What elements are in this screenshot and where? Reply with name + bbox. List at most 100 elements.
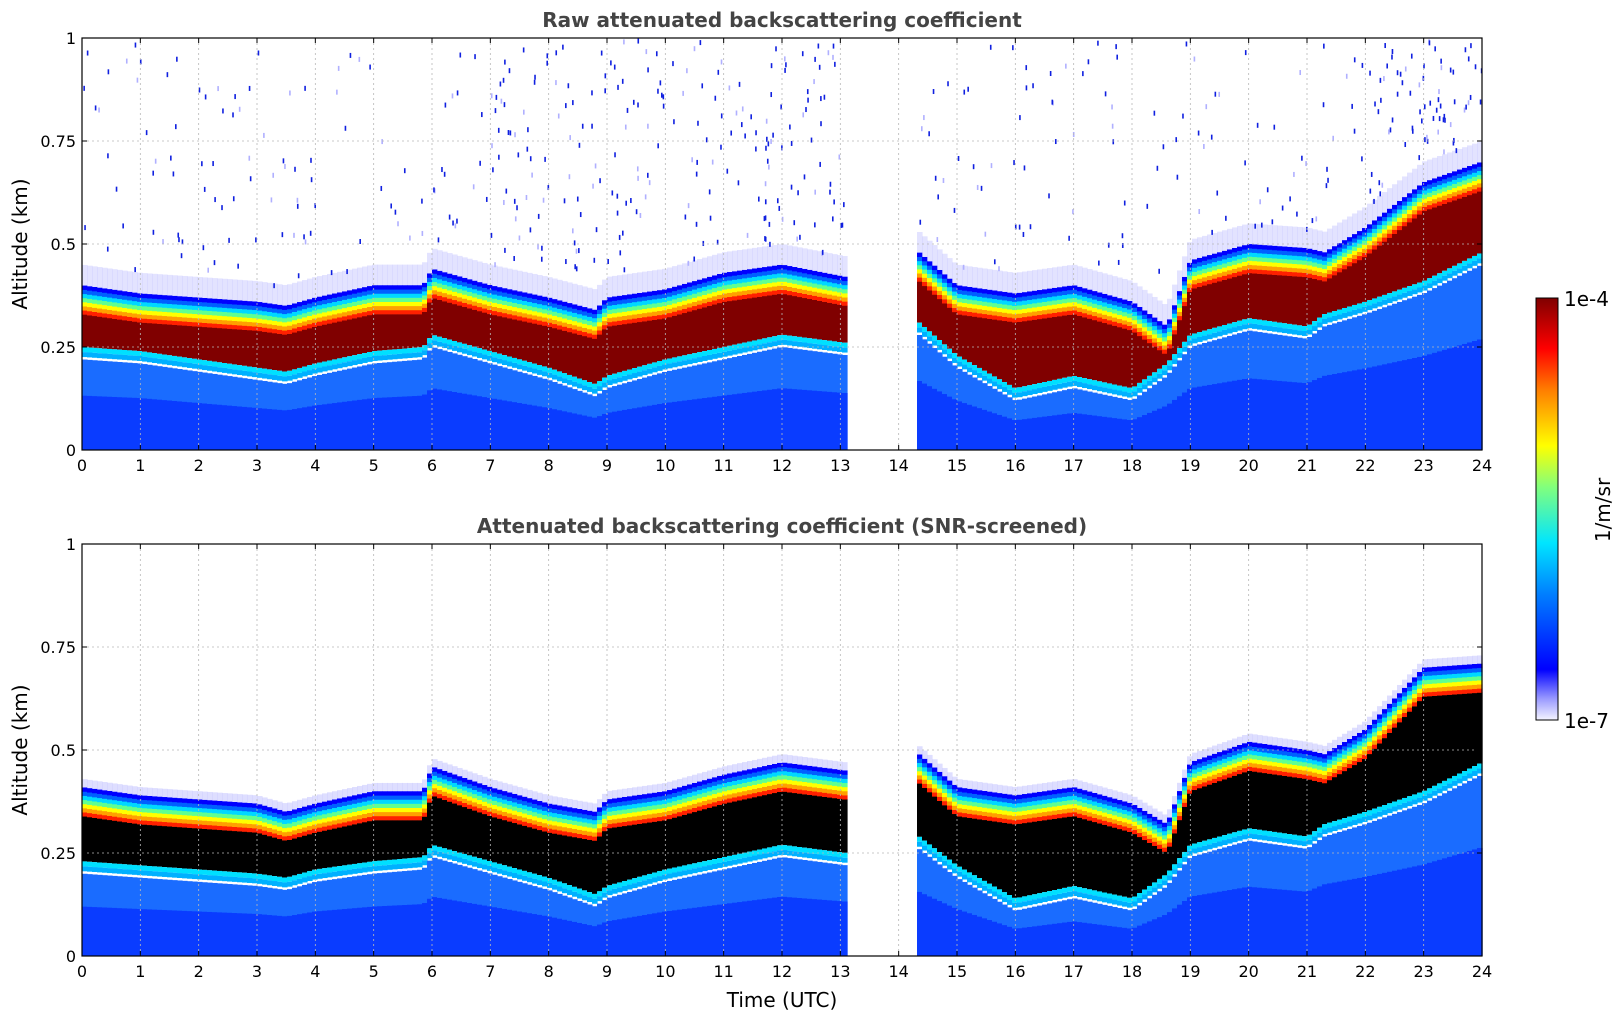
noise-speckle bbox=[838, 154, 841, 160]
cloud-top-band bbox=[347, 298, 353, 303]
noise-haze bbox=[477, 261, 483, 283]
cloud-top-band bbox=[1057, 295, 1063, 300]
screened-haze bbox=[122, 784, 128, 794]
cloud-top-band bbox=[267, 307, 273, 312]
cloud-base-band bbox=[442, 343, 448, 349]
cloud-top-band bbox=[202, 297, 208, 303]
noise-haze bbox=[1242, 224, 1248, 246]
noise-speckle bbox=[766, 158, 769, 164]
cloud-top-band bbox=[237, 827, 243, 832]
cloud-top-band bbox=[1282, 271, 1288, 276]
cloud-top-band bbox=[582, 331, 588, 337]
noise-speckle bbox=[776, 198, 779, 204]
cloud-core bbox=[92, 315, 98, 348]
cloud-base-band bbox=[557, 376, 563, 382]
noise-speckle bbox=[993, 259, 996, 265]
aerosol-column-low bbox=[1257, 379, 1263, 450]
cloud-top-band bbox=[1407, 209, 1413, 215]
cloud-top-band bbox=[822, 297, 828, 302]
cloud-core bbox=[1272, 274, 1278, 322]
cloud-top-band bbox=[1307, 252, 1313, 258]
noise-speckle bbox=[817, 43, 820, 49]
cloud-top-band bbox=[1337, 259, 1343, 265]
cloud-top-band bbox=[967, 299, 973, 304]
cloud-top-band bbox=[402, 289, 408, 294]
cloud-top-band bbox=[757, 284, 763, 289]
aerosol-column-low bbox=[177, 401, 183, 450]
cloud-base-band bbox=[677, 361, 683, 367]
cloud-top-band bbox=[127, 296, 133, 301]
cloud-base-band bbox=[92, 352, 98, 358]
cloud-top-band bbox=[1342, 252, 1348, 257]
cloud-top-band bbox=[107, 811, 113, 816]
noise-haze bbox=[682, 263, 688, 284]
noise-speckle bbox=[1391, 54, 1393, 60]
cloud-top-band bbox=[657, 306, 663, 312]
noise-speckle bbox=[1198, 209, 1201, 215]
noise-speckle bbox=[1325, 183, 1328, 189]
cloud-core bbox=[1182, 305, 1188, 342]
noise-haze bbox=[757, 247, 763, 268]
cloud-top-band bbox=[222, 299, 228, 304]
noise-speckle bbox=[1068, 235, 1070, 241]
aerosol-column-low bbox=[132, 908, 138, 956]
cloud-top-band bbox=[1052, 287, 1058, 293]
cloud-base-band bbox=[342, 362, 348, 368]
cloud-base-band bbox=[402, 348, 408, 354]
cloud-top-band bbox=[1332, 246, 1338, 251]
aerosol-column-low bbox=[942, 394, 948, 450]
cloud-core bbox=[1432, 207, 1438, 276]
cloud-base-band bbox=[1132, 391, 1138, 397]
cloud-base-band bbox=[422, 860, 428, 866]
aerosol-column-low bbox=[202, 911, 208, 956]
cloud-top-band bbox=[742, 286, 748, 291]
aerosol-column-low bbox=[667, 402, 673, 450]
cloud-base-band bbox=[202, 365, 208, 371]
cloud-top-band bbox=[827, 277, 833, 283]
cloud-top-band bbox=[487, 293, 493, 298]
cloud-top-band bbox=[532, 302, 538, 308]
cloud-base-band bbox=[92, 862, 98, 868]
cloud-base-band bbox=[1187, 340, 1193, 346]
aerosol-column-low bbox=[767, 389, 773, 450]
cloud-top-band bbox=[337, 814, 343, 820]
noise-speckle bbox=[1121, 233, 1124, 239]
noise-speckle bbox=[1022, 231, 1025, 237]
cloud-top-band bbox=[122, 307, 128, 313]
cloud-top-band bbox=[952, 295, 958, 300]
aerosol-column-low bbox=[212, 912, 218, 956]
cloud-base-band bbox=[1052, 379, 1058, 385]
cloud-top-band bbox=[1347, 261, 1353, 267]
cloud-top-band bbox=[417, 795, 423, 800]
cloud-top-band bbox=[402, 795, 408, 800]
noise-haze bbox=[1167, 298, 1173, 320]
noise-speckle bbox=[814, 222, 816, 228]
cloud-top-band bbox=[1127, 321, 1133, 326]
cloud-base-band bbox=[307, 365, 313, 371]
cloud-top-band bbox=[612, 312, 618, 318]
cloud-top-band bbox=[152, 804, 158, 809]
aerosol-column-low bbox=[1347, 371, 1353, 450]
cloud-core bbox=[1212, 282, 1218, 328]
cloud-top-band bbox=[972, 312, 978, 317]
cloud-top-band bbox=[152, 796, 158, 801]
cloud-top-band bbox=[162, 303, 168, 308]
cloud-top-band bbox=[112, 314, 118, 319]
cloud-base-band bbox=[1407, 291, 1413, 296]
noise-speckle bbox=[936, 237, 939, 243]
cloud-top-band bbox=[1337, 263, 1343, 269]
cloud-top-band bbox=[1382, 212, 1388, 218]
cloud-top-band bbox=[1287, 255, 1293, 260]
cloud-top-band bbox=[417, 807, 423, 813]
cloud-top-band bbox=[342, 809, 348, 815]
cloud-top-band bbox=[207, 804, 213, 809]
cloud-base-band bbox=[1137, 387, 1143, 393]
cloud-top-band bbox=[292, 817, 298, 823]
cloud-top-band bbox=[332, 807, 338, 813]
noise-haze bbox=[277, 284, 283, 305]
cloud-top-band bbox=[472, 305, 478, 310]
cloud-top-band bbox=[307, 809, 313, 814]
cloud-top-band bbox=[122, 299, 128, 304]
cloud-base-band bbox=[1202, 335, 1208, 341]
cloud-core bbox=[162, 825, 168, 868]
